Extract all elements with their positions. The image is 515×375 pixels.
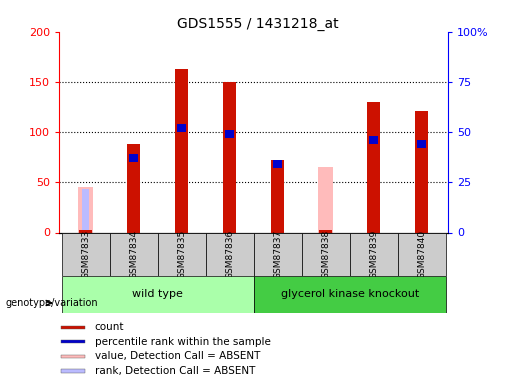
Bar	[319, 231, 332, 232]
Bar	[205, 232, 253, 276]
Bar	[175, 69, 188, 232]
Text: GSM87833: GSM87833	[81, 230, 90, 279]
Text: GSM87834: GSM87834	[129, 230, 138, 279]
Bar	[127, 144, 141, 232]
Text: GSM87836: GSM87836	[225, 230, 234, 279]
Text: GSM87840: GSM87840	[417, 230, 426, 279]
Text: GSM87837: GSM87837	[273, 230, 282, 279]
Bar	[62, 232, 110, 276]
Text: count: count	[95, 322, 124, 332]
Bar	[158, 232, 205, 276]
Bar	[177, 124, 186, 132]
Bar	[273, 160, 282, 168]
Text: GSM87839: GSM87839	[369, 230, 378, 279]
Bar	[367, 102, 381, 232]
Bar	[302, 232, 350, 276]
Bar	[61, 340, 85, 344]
Bar	[415, 111, 428, 232]
Bar	[398, 232, 445, 276]
Text: GSM87835: GSM87835	[177, 230, 186, 279]
Bar	[253, 276, 445, 313]
Bar	[369, 136, 378, 144]
Bar	[62, 276, 253, 313]
Text: genotype/variation: genotype/variation	[5, 298, 98, 308]
Bar	[78, 188, 93, 232]
Bar	[61, 369, 85, 372]
Text: value, Detection Call = ABSENT: value, Detection Call = ABSENT	[95, 351, 260, 361]
Bar	[350, 232, 398, 276]
Text: GDS1555 / 1431218_at: GDS1555 / 1431218_at	[177, 17, 338, 31]
Bar	[271, 160, 284, 232]
Text: glycerol kinase knockout: glycerol kinase knockout	[281, 290, 419, 299]
Bar	[61, 326, 85, 329]
Text: percentile rank within the sample: percentile rank within the sample	[95, 337, 270, 347]
Bar	[226, 130, 234, 138]
Bar	[79, 231, 92, 232]
Text: rank, Detection Call = ABSENT: rank, Detection Call = ABSENT	[95, 366, 255, 375]
Bar	[417, 140, 426, 148]
Bar	[318, 167, 333, 232]
Bar	[82, 189, 89, 232]
Bar	[253, 232, 302, 276]
Bar	[129, 154, 138, 162]
Bar	[223, 82, 236, 232]
Bar	[61, 355, 85, 358]
Bar	[110, 232, 158, 276]
Text: GSM87838: GSM87838	[321, 230, 330, 279]
Text: wild type: wild type	[132, 290, 183, 299]
